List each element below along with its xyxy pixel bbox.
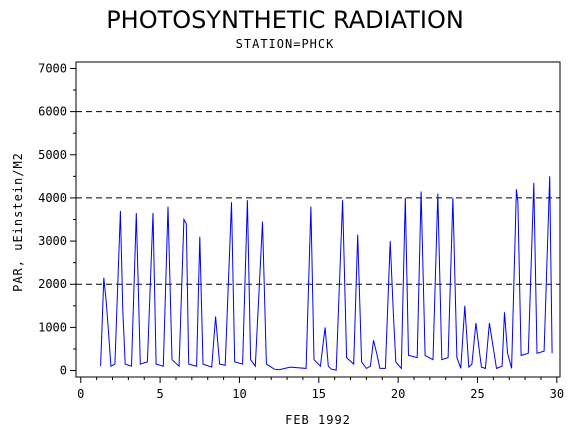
y-tick-label: 7000 bbox=[38, 61, 67, 75]
x-axis: 0 5 10 15 20 25 30 bbox=[77, 377, 564, 401]
x-tick-label: 20 bbox=[391, 387, 405, 401]
series-layer bbox=[100, 176, 553, 371]
x-tick-label: 15 bbox=[312, 387, 326, 401]
x-axis-label: FEB 1992 bbox=[285, 413, 351, 427]
y-tick-label: 6000 bbox=[38, 105, 67, 119]
x-tick-label: 0 bbox=[77, 387, 84, 401]
series-line bbox=[100, 176, 553, 371]
y-tick-label: 4000 bbox=[38, 191, 67, 205]
y-axis: 0 1000 2000 3000 4000 5000 6000 7000 bbox=[38, 61, 76, 378]
x-tick-label: 5 bbox=[156, 387, 163, 401]
chart-title: PHOTOSYNTHETIC RADIATION bbox=[106, 6, 464, 34]
x-tick-label: 10 bbox=[232, 387, 246, 401]
chart-subtitle: STATION=PHCK bbox=[236, 37, 335, 51]
reference-lines bbox=[76, 111, 560, 285]
x-tick-label: 30 bbox=[550, 387, 564, 401]
y-tick-label: 3000 bbox=[38, 234, 67, 248]
y-axis-label: PAR, uEinstein/M2 bbox=[11, 152, 25, 292]
y-tick-label: 0 bbox=[60, 364, 67, 378]
x-tick-label: 25 bbox=[470, 387, 484, 401]
y-tick-label: 1000 bbox=[38, 320, 67, 334]
y-tick-label: 5000 bbox=[38, 148, 67, 162]
y-tick-label: 2000 bbox=[38, 277, 67, 291]
